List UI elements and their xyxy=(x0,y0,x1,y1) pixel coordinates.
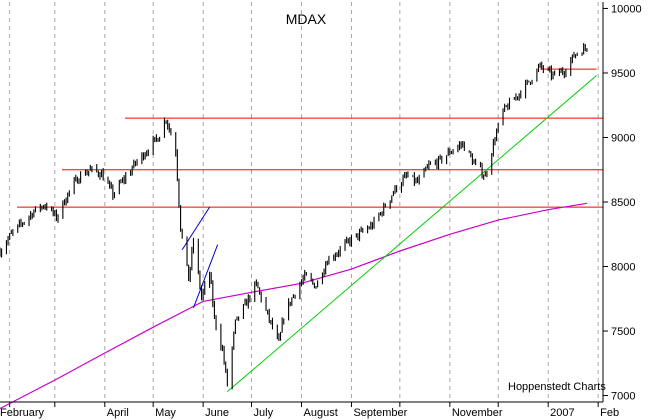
y-tick-label: 8500 xyxy=(611,197,635,209)
month-label: May xyxy=(155,407,176,419)
trendline-group xyxy=(227,75,597,393)
y-tick-label: 7000 xyxy=(611,391,635,403)
month-label: Feb xyxy=(600,407,619,419)
month-label: 2007 xyxy=(550,407,574,419)
month-label: November xyxy=(452,407,503,419)
moving-average-line xyxy=(0,202,587,410)
month-label: August xyxy=(304,407,338,419)
price-series xyxy=(0,43,588,390)
y-tick-label: 9500 xyxy=(611,68,635,80)
flag-upper-line xyxy=(181,206,211,251)
y-tick-label: 8000 xyxy=(611,262,635,274)
y-tick-label: 7500 xyxy=(611,326,635,338)
trendline xyxy=(227,75,597,393)
chart-title: MDAX xyxy=(286,11,327,27)
month-label: April xyxy=(107,407,129,419)
y-tick-label: 10000 xyxy=(611,3,642,15)
x-axis-tick-marks xyxy=(9,402,599,407)
month-label: February xyxy=(0,407,45,419)
flag-lower-line xyxy=(193,244,219,308)
y-tick-label: 9000 xyxy=(611,132,635,144)
moving-average xyxy=(0,202,587,410)
month-label: July xyxy=(254,407,274,419)
grid-lines xyxy=(9,2,599,402)
x-axis-month-labels: February April May June July August September N… xyxy=(0,407,619,419)
y-axis: 7000 7500 8000 8500 9000 9500 10000 xyxy=(603,3,642,403)
month-label: June xyxy=(205,407,229,419)
month-label: September xyxy=(353,407,407,419)
credit-label: Hoppenstedt Charts xyxy=(508,381,606,393)
